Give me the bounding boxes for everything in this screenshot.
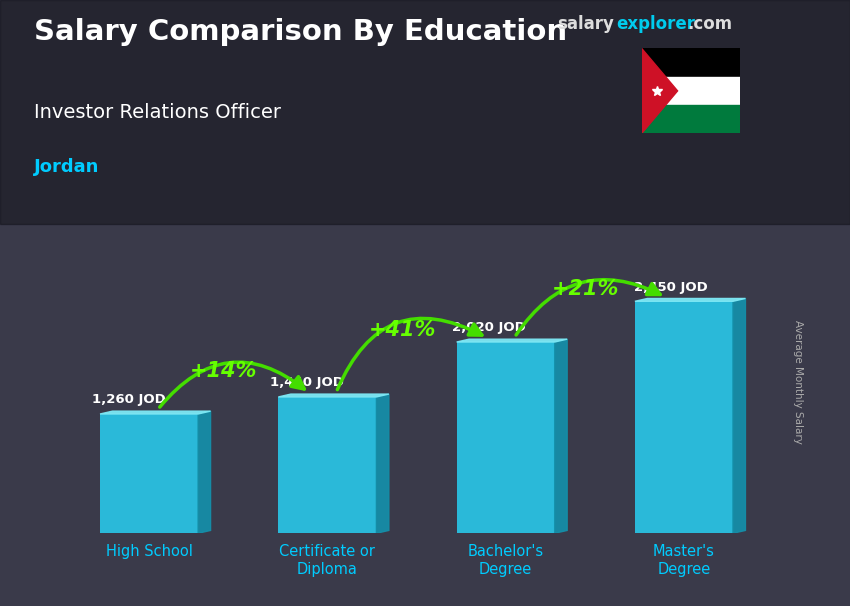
Polygon shape [198, 411, 211, 533]
Text: Salary Comparison By Education: Salary Comparison By Education [34, 18, 567, 46]
Polygon shape [377, 394, 388, 533]
Text: explorer: explorer [616, 15, 695, 33]
Text: Jordan: Jordan [34, 158, 99, 176]
Polygon shape [555, 339, 567, 533]
Text: Average Monthly Salary: Average Monthly Salary [793, 320, 803, 444]
Text: Investor Relations Officer: Investor Relations Officer [34, 103, 281, 122]
Polygon shape [100, 411, 211, 414]
Text: +14%: +14% [190, 361, 258, 381]
Text: 2,450 JOD: 2,450 JOD [634, 281, 708, 294]
Polygon shape [642, 48, 677, 133]
Text: 2,020 JOD: 2,020 JOD [452, 321, 526, 335]
Bar [456, 342, 555, 533]
Bar [642, 77, 740, 105]
Polygon shape [733, 298, 745, 533]
Text: +21%: +21% [552, 279, 620, 299]
Polygon shape [278, 394, 388, 397]
Polygon shape [456, 339, 567, 342]
Text: .com: .com [687, 15, 732, 33]
Bar [278, 397, 377, 533]
Bar [100, 414, 198, 533]
Bar [642, 48, 740, 77]
Text: 1,440 JOD: 1,440 JOD [270, 376, 344, 389]
Text: +41%: +41% [369, 320, 436, 340]
Bar [635, 301, 733, 533]
Bar [642, 105, 740, 133]
Text: 1,260 JOD: 1,260 JOD [92, 393, 166, 407]
Polygon shape [635, 298, 745, 301]
Text: salary: salary [557, 15, 614, 33]
